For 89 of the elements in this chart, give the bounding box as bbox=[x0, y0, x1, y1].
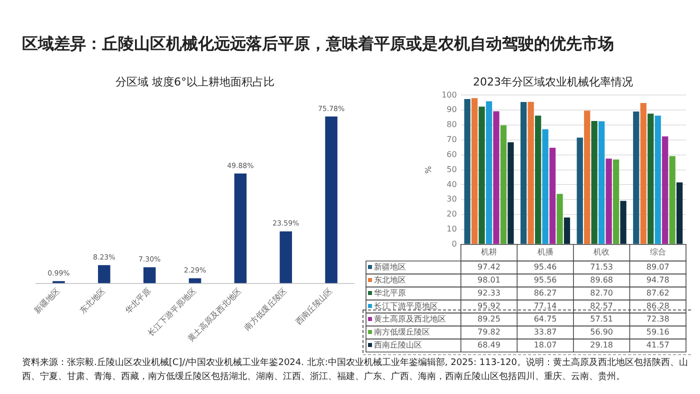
bar bbox=[564, 217, 570, 244]
y-tick-label: 100 bbox=[442, 90, 457, 100]
bar bbox=[234, 174, 247, 284]
x-tick-label: 新疆地区 bbox=[32, 286, 62, 316]
chart-title: 区域差异：丘陵山区机械化远远落后平原，意味着平原或是农机自动驾驶的优先市场 bbox=[22, 34, 614, 55]
x-tick-label: 机播 bbox=[537, 247, 554, 256]
bar bbox=[98, 265, 110, 284]
y-tick-label: 30 bbox=[446, 194, 457, 204]
bar bbox=[669, 156, 676, 244]
y-tick-label: 90 bbox=[446, 105, 457, 114]
bar bbox=[280, 231, 292, 284]
bar bbox=[640, 102, 646, 244]
data-label: 89.25 bbox=[478, 314, 500, 324]
data-label: 86.27 bbox=[534, 288, 557, 298]
bar bbox=[620, 200, 626, 244]
bar bbox=[556, 194, 563, 244]
bar bbox=[508, 142, 514, 244]
data-label: 82.57 bbox=[590, 302, 614, 311]
data-label: 94.78 bbox=[646, 276, 670, 285]
y-tick-label: 50 bbox=[446, 164, 457, 174]
data-label: 79.82 bbox=[478, 328, 500, 337]
bar bbox=[654, 116, 661, 244]
bar bbox=[143, 267, 156, 284]
y-tick-label: 40 bbox=[446, 180, 457, 189]
bar bbox=[478, 106, 485, 244]
bar bbox=[464, 99, 470, 244]
data-label: 72.38 bbox=[646, 314, 670, 324]
bar bbox=[542, 129, 548, 244]
x-tick-label: 华北平原 bbox=[123, 286, 152, 316]
chart-subtitle: 分区域 坡度6°以上耕地面积占比 bbox=[116, 75, 274, 88]
y-tick-label: 10 bbox=[446, 224, 457, 234]
x-tick-label: 南方低缓丘陵区 bbox=[242, 286, 289, 332]
data-label: 29.18 bbox=[590, 340, 614, 350]
data-label: 87.62 bbox=[646, 288, 670, 298]
data-label: 98.01 bbox=[478, 276, 500, 285]
y-tick-label: 70 bbox=[446, 135, 457, 144]
data-label: 86.28 bbox=[646, 302, 670, 311]
bar bbox=[534, 116, 542, 244]
y-tick-label: 80 bbox=[446, 120, 457, 130]
text: 资料来源：张宗毅.丘陵山区农业机械[C]//中国农业机械工业年鉴2024. 北京:中国农业机械工业年鉴编辑部, 2025: 113-120。说明：黄土高原及西北地区包括陕西、山西、宁夏、甘肃、青海、西藏，南方低缓丘陵区包括湖北、湖南、江西、浙江、福建、广东、广西、海南，西南丘陵山区包括四川、重庆、云南、贵州。 bbox=[22, 356, 690, 384]
data-label: 71.53 bbox=[590, 262, 614, 272]
bar bbox=[528, 102, 534, 244]
data-label: 82.70 bbox=[590, 288, 614, 298]
data-label: 56.90 bbox=[590, 328, 614, 337]
bar bbox=[662, 136, 668, 244]
data-label: 33.87 bbox=[534, 328, 557, 337]
chart-title: 2023年分区域农业机械化率情况 bbox=[473, 75, 633, 88]
bar bbox=[584, 110, 590, 244]
bar bbox=[633, 112, 640, 244]
legend-label: 西南丘陵山区 bbox=[374, 340, 422, 350]
bar bbox=[676, 182, 683, 244]
bar bbox=[471, 98, 478, 244]
legend-label: 东北地区 bbox=[374, 276, 406, 285]
data-label: 89.07 bbox=[646, 262, 670, 272]
bar bbox=[576, 138, 583, 244]
y-axis-title: % bbox=[424, 166, 433, 174]
data-label: 18.07 bbox=[534, 340, 557, 350]
y-tick-label: 20 bbox=[446, 210, 457, 219]
bar bbox=[520, 102, 527, 244]
data-label: 95.46 bbox=[534, 262, 557, 272]
data-label: 59.16 bbox=[646, 328, 670, 337]
data-label: 64.75 bbox=[534, 314, 557, 324]
bar bbox=[325, 116, 338, 284]
data-label: 68.49 bbox=[478, 340, 500, 350]
bar bbox=[549, 148, 556, 244]
legend-label: 新疆地区 bbox=[374, 262, 406, 272]
data-label: 92.33 bbox=[478, 288, 500, 298]
bar bbox=[486, 101, 492, 244]
data-label: 97.42 bbox=[478, 262, 500, 272]
x-tick-label: 综合 bbox=[650, 247, 666, 256]
data-label: 95.92 bbox=[478, 302, 500, 311]
data-label: 41.57 bbox=[646, 340, 670, 350]
x-tick-label: 东北地区 bbox=[78, 286, 108, 316]
bar bbox=[612, 160, 620, 244]
bar bbox=[500, 125, 507, 244]
bar bbox=[606, 158, 612, 244]
bar bbox=[598, 121, 605, 244]
x-tick-label: 西南丘陵山区 bbox=[294, 286, 334, 327]
bar bbox=[591, 121, 598, 244]
x-tick-label: 机收 bbox=[594, 247, 610, 256]
y-tick-label: 60 bbox=[446, 150, 457, 159]
bar bbox=[493, 111, 500, 244]
bar bbox=[648, 114, 654, 244]
data-label: 57.51 bbox=[590, 314, 614, 324]
y-tick-label: 0 bbox=[452, 239, 457, 248]
x-tick-label: 机耕 bbox=[481, 247, 498, 256]
data-label: 95.56 bbox=[534, 276, 557, 285]
data-label: 89.68 bbox=[590, 276, 614, 285]
data-label: 77.14 bbox=[534, 302, 557, 311]
